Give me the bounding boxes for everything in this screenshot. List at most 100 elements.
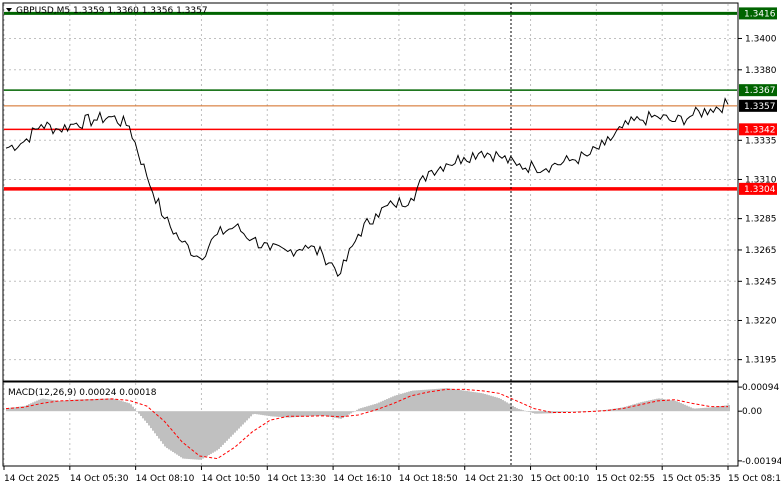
macd-bar xyxy=(112,398,114,412)
macd-bar xyxy=(158,411,160,439)
macd-bar xyxy=(198,411,200,460)
macd-bar xyxy=(668,399,670,412)
price-tick-label: 1.3285 xyxy=(745,215,777,225)
macd-bar xyxy=(532,411,534,414)
macd-bar xyxy=(566,411,568,413)
macd-bar xyxy=(714,406,716,412)
macd-bar xyxy=(116,399,118,412)
macd-bar xyxy=(354,411,356,412)
price-tick-label: 1.3380 xyxy=(745,66,777,76)
macd-bar xyxy=(426,389,428,412)
macd-bar xyxy=(310,411,312,417)
macd-bar xyxy=(480,393,482,412)
macd-bar xyxy=(10,407,12,412)
level-tag-bg xyxy=(739,7,777,20)
macd-bar xyxy=(666,399,668,412)
macd-bar xyxy=(494,396,496,412)
macd-bar xyxy=(152,411,154,431)
macd-bar xyxy=(294,411,296,418)
macd-bar xyxy=(596,410,598,412)
macd-bar xyxy=(640,402,642,412)
level-tag-label: 1.3367 xyxy=(744,86,776,96)
macd-bar xyxy=(670,400,672,412)
macd-bar xyxy=(144,411,146,421)
macd-bar xyxy=(226,411,228,441)
macd-bar xyxy=(72,399,74,412)
macd-bar xyxy=(698,408,700,412)
macd-bar xyxy=(728,405,730,412)
time-tick-label: 14 Oct 13:30 xyxy=(267,474,326,484)
level-lines xyxy=(4,11,737,191)
macd-bar xyxy=(278,411,280,417)
time-tick-label: 15 Oct 02:55 xyxy=(596,474,655,484)
macd-bar xyxy=(104,398,106,412)
macd-bar xyxy=(558,411,560,413)
macd-bar xyxy=(398,394,400,412)
macd-bar xyxy=(306,411,308,417)
macd-bar xyxy=(522,410,524,412)
time-tick-label: 14 Oct 18:50 xyxy=(399,474,458,484)
macd-bar xyxy=(356,409,358,412)
price-tick-label: 1.3335 xyxy=(745,136,777,146)
price-tick-label: 1.3245 xyxy=(745,277,777,287)
macd-bar xyxy=(52,399,54,412)
macd-bar xyxy=(454,389,456,412)
macd-bar xyxy=(256,411,258,415)
macd-bar xyxy=(196,411,198,460)
macd-bar xyxy=(694,408,696,412)
macd-bar xyxy=(676,401,678,412)
macd-bar xyxy=(672,400,674,412)
macd-bar xyxy=(246,411,248,421)
macd-bar xyxy=(268,411,270,417)
dropdown-arrow-icon[interactable] xyxy=(6,8,12,12)
macd-bar xyxy=(428,389,430,412)
macd-bar xyxy=(412,390,414,412)
macd-bar xyxy=(66,400,68,412)
macd-bar xyxy=(60,400,62,412)
macd-bar xyxy=(678,402,680,412)
macd-bar xyxy=(20,406,22,412)
macd-bar xyxy=(516,408,518,412)
time-axis-ticks: 14 Oct 2025 14 Oct 05:30 14 Oct 08:10 14 Oc… xyxy=(3,466,781,484)
macd-bar xyxy=(418,390,420,412)
macd-bar xyxy=(366,406,368,412)
macd-bar xyxy=(344,411,346,417)
macd-bar xyxy=(570,411,572,412)
macd-bar xyxy=(270,411,272,417)
macd-bar xyxy=(580,411,582,412)
macd-bar xyxy=(514,407,516,412)
macd-bar xyxy=(416,390,418,412)
macd-bar xyxy=(342,411,344,419)
macd-bar xyxy=(208,411,210,456)
macd-bar xyxy=(386,399,388,412)
macd-bar xyxy=(56,400,58,412)
level-tags: 1.3416 1.3367 1.3357 1.3342 1.3304 xyxy=(739,7,777,195)
price-pane-frame xyxy=(2,2,739,382)
macd-bar xyxy=(538,411,540,414)
macd-bar xyxy=(368,405,370,412)
macd-bar xyxy=(202,411,204,459)
macd-bar xyxy=(358,408,360,412)
macd-bar xyxy=(110,398,112,412)
macd-bar xyxy=(290,411,292,418)
macd-bar xyxy=(212,411,214,453)
macd-bar xyxy=(562,411,564,413)
macd-bar xyxy=(586,411,588,412)
macd-bar xyxy=(16,406,18,412)
macd-bar xyxy=(98,398,100,412)
macd-bar xyxy=(572,411,574,412)
macd-bar xyxy=(234,411,236,433)
macd-bar xyxy=(534,411,536,414)
macd-bar xyxy=(706,407,708,412)
macd-bar xyxy=(370,405,372,412)
macd-bar xyxy=(372,404,374,412)
macd-bar xyxy=(34,401,36,412)
macd-bar xyxy=(8,407,10,412)
macd-bar xyxy=(122,401,124,412)
macd-bar xyxy=(712,407,714,412)
macd-bar xyxy=(276,411,278,417)
macd-bar xyxy=(238,411,240,429)
macd-bar xyxy=(100,398,102,412)
macd-bar xyxy=(232,411,234,435)
